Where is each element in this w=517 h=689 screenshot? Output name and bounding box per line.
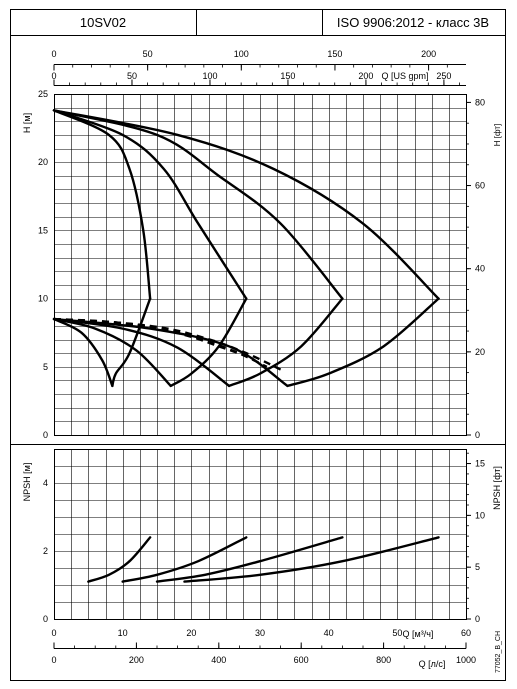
axis-tick-label: 400 — [211, 655, 226, 665]
axis-tick-label: 150 — [327, 49, 342, 59]
y-tick-label-right: 0 — [475, 614, 480, 624]
head-grid — [54, 94, 467, 436]
x-tick-label-m3h: 20 — [186, 628, 196, 638]
axis-tick-label: 1000 — [456, 655, 476, 665]
y-tick-label-right: 15 — [475, 459, 485, 469]
bottom-flow-axes: Q [м³/ч] Q [л/с] 0 200 400 600 800 1000 — [51, 629, 476, 669]
y-tick-label-left: 15 — [38, 225, 48, 235]
curve-dashed — [53, 317, 268, 368]
npsh-grid — [54, 449, 467, 620]
curve-line — [183, 536, 440, 583]
axis-tick-label: 200 — [421, 49, 436, 59]
x-tick-label-m3h: 0 — [51, 628, 56, 638]
npsh-ylabel-right: NPSH [фт] — [492, 466, 502, 510]
y-tick-label-right: 5 — [475, 562, 480, 572]
head-chart-panel: 0 5 10 15 20 25 0 20 40 60 80 H [м] H [фт] — [22, 89, 502, 440]
npsh-ylabel-left: NPSH [м] — [22, 463, 32, 502]
curve-line — [286, 297, 440, 388]
y-tick-label-right: 60 — [475, 181, 485, 191]
sheet-border — [10, 9, 506, 681]
y-tick-label-left: 10 — [38, 294, 48, 304]
curve-line — [52, 317, 114, 388]
y-tick-label-right: 80 — [475, 97, 485, 107]
curve-line — [227, 297, 344, 388]
npsh-plot-frame — [54, 449, 467, 620]
axis-tick-label: 0 — [51, 49, 56, 59]
axis-tick-label: 0 — [51, 71, 56, 81]
y-tick-label-left: 20 — [38, 157, 48, 167]
axis-tick-label: 800 — [376, 655, 391, 665]
axis-tick-label: 100 — [234, 49, 249, 59]
curve-line — [155, 536, 344, 583]
y-tick-label-right: 20 — [475, 347, 485, 357]
npsh-curves — [87, 536, 440, 583]
curve-line — [111, 297, 152, 388]
bottom-axis-m3h-label: Q [м³/ч] — [403, 629, 434, 639]
curve-line — [52, 317, 289, 388]
model-name: 10SV02 — [80, 15, 126, 30]
curve-line — [87, 536, 152, 583]
top-axis-usgpm-label: Q [US gpm] — [381, 71, 428, 81]
head-plot-frame — [54, 94, 467, 436]
axis-tick-label: 50 — [127, 71, 137, 81]
curve-line — [52, 109, 248, 300]
y-tick-label-left: 2 — [43, 546, 48, 556]
axis-tick-label: 0 — [51, 655, 56, 665]
curve-line — [169, 297, 248, 388]
x-tick-label-m3h: 10 — [118, 628, 128, 638]
head-axis-ticks: 0 5 10 15 20 25 0 20 40 60 80 — [38, 89, 485, 440]
x-tick-label-m3h: 30 — [255, 628, 265, 638]
axis-tick-label: 600 — [294, 655, 309, 665]
curve-dashed — [53, 317, 282, 371]
head-curves — [52, 109, 440, 388]
y-tick-label-left: 5 — [43, 362, 48, 372]
y-tick-label-right: 40 — [475, 264, 485, 274]
bottom-axis-ls-label: Q [л/с] — [419, 659, 446, 669]
curve-line — [52, 317, 172, 388]
axis-tick-label: 200 — [129, 655, 144, 665]
top-flow-axes: Q [US gpm] 0 50 100 150 200 0 50 100 150 200 250 — [51, 49, 466, 86]
standard-label: ISO 9906:2012 - класс 3B — [337, 15, 489, 30]
y-tick-label-left: 0 — [43, 430, 48, 440]
x-tick-label-m3h: 40 — [324, 628, 334, 638]
curve-line — [121, 536, 248, 583]
y-tick-label-left: 0 — [43, 614, 48, 624]
axis-tick-label: 100 — [202, 71, 217, 81]
x-tick-label-m3h: 60 — [461, 628, 471, 638]
axis-tick-label: 50 — [143, 49, 153, 59]
y-tick-label-left: 4 — [43, 478, 48, 488]
head-ylabel-left: H [м] — [22, 113, 32, 133]
curve-line — [52, 109, 152, 300]
drawing-code: 77052_B_CH — [495, 631, 502, 673]
y-tick-label-right: 0 — [475, 430, 480, 440]
head-ylabel-right: H [фт] — [493, 124, 502, 147]
axis-tick-label: 250 — [436, 71, 451, 81]
curve-line — [52, 109, 344, 300]
x-tick-label-m3h: 50 — [392, 628, 402, 638]
y-tick-label-right: 10 — [475, 510, 485, 520]
axis-tick-label: 200 — [358, 71, 373, 81]
curve-line — [52, 109, 440, 300]
axis-tick-label: 150 — [280, 71, 295, 81]
y-tick-label-left: 25 — [38, 89, 48, 99]
curve-line — [52, 317, 231, 388]
